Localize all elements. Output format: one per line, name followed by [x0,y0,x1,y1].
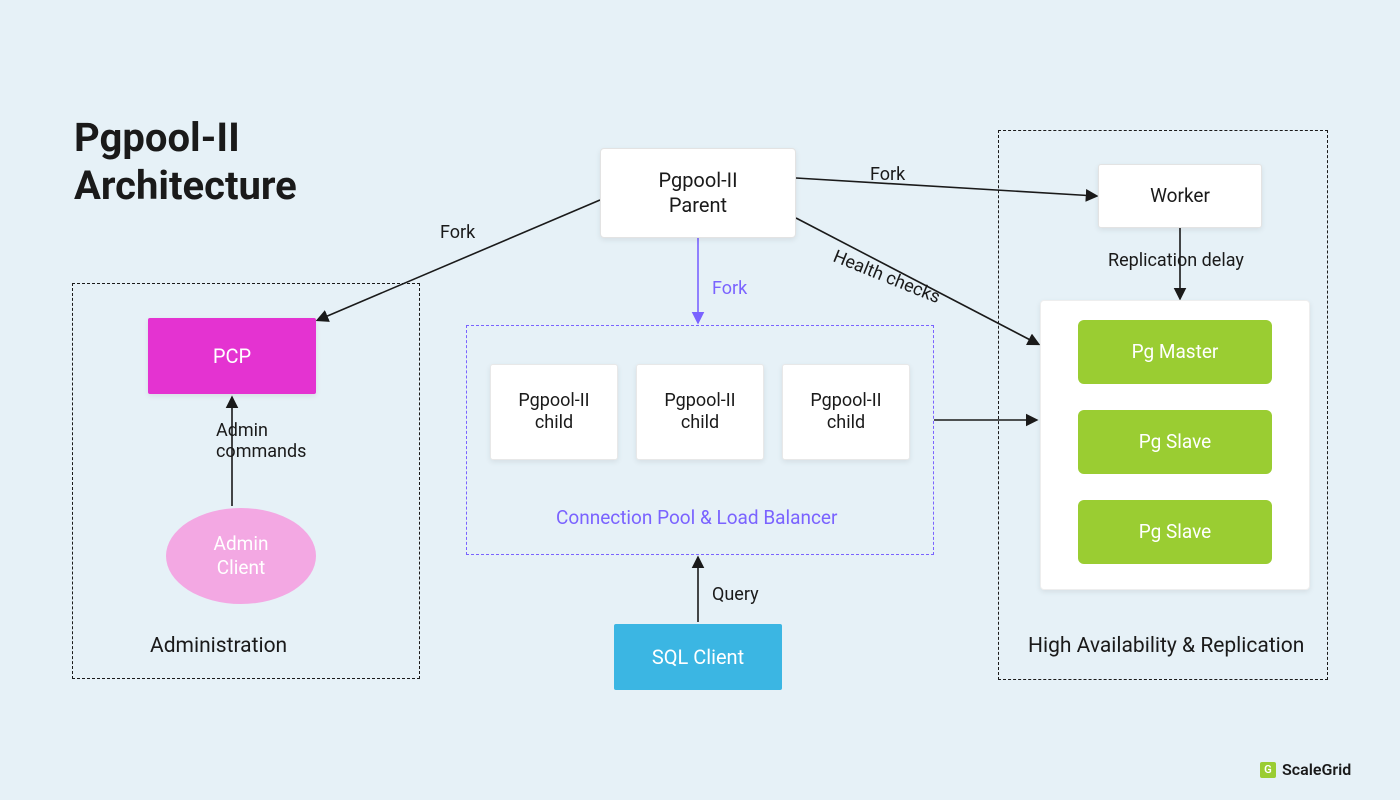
container-label-administration: Administration [150,634,287,658]
node-child3: Pgpool-II child [782,364,910,460]
edge-label-parent-to-pool: Fork [712,278,747,299]
edge-label-parent-to-pcp: Fork [440,222,475,243]
node-pcp: PCP [148,318,316,394]
edge-label-admin-to-pcp: Admin commands [216,420,306,462]
node-pg-slave2: Pg Slave [1078,500,1272,564]
node-admin-client: Admin Client [166,508,316,604]
brand-logo-icon: G [1260,762,1276,778]
node-parent: Pgpool-II Parent [600,148,796,238]
node-pg-master: Pg Master [1078,320,1272,384]
edge-label-worker-to-pg: Replication delay [1108,250,1244,271]
node-child1: Pgpool-II child [490,364,618,460]
node-child2: Pgpool-II child [636,364,764,460]
edge-label-sql-to-pool: Query [712,584,759,605]
brand-mark: G ScaleGrid [1260,760,1351,779]
node-pg-slave1: Pg Slave [1078,410,1272,474]
edge-label-parent-to-worker: Fork [870,164,905,185]
container-label-ha: High Availability & Replication [1028,634,1304,658]
node-worker: Worker [1098,164,1262,228]
page-title: Pgpool-II Architecture [74,114,297,210]
node-sql-client: SQL Client [614,624,782,690]
container-label-pool: Connection Pool & Load Balancer [556,506,837,529]
brand-text: ScaleGrid [1282,760,1351,779]
